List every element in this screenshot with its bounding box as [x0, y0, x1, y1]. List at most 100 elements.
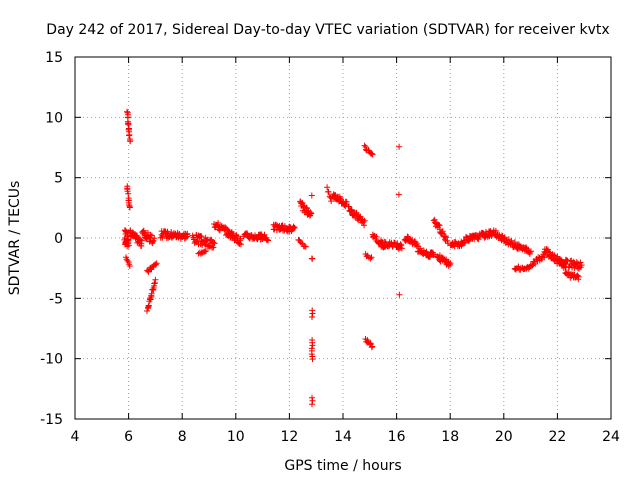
- x-tick-label: 8: [178, 429, 187, 445]
- data-point: [578, 262, 585, 269]
- data-point: [398, 245, 405, 252]
- data-point: [447, 260, 454, 267]
- data-point: [307, 209, 314, 216]
- data-point: [264, 236, 271, 243]
- y-tick-label: -15: [40, 412, 63, 428]
- x-tick-label: 10: [227, 429, 245, 445]
- data-point: [396, 143, 403, 150]
- data-point: [526, 250, 533, 257]
- data-point: [145, 302, 152, 309]
- data-point: [343, 198, 350, 205]
- data-point: [265, 237, 271, 244]
- data-point: [126, 132, 133, 139]
- y-tick-label: 0: [54, 231, 63, 247]
- data-point: [501, 234, 508, 241]
- data-point: [230, 230, 237, 237]
- data-point: [308, 255, 315, 262]
- data-point: [207, 243, 214, 250]
- data-point: [430, 252, 437, 259]
- data-point: [435, 221, 442, 228]
- data-point: [395, 191, 402, 198]
- axis-ticks: [74, 56, 612, 420]
- data-point: [561, 260, 568, 267]
- data-point: [210, 244, 217, 251]
- data-point: [369, 151, 376, 158]
- data-point: [148, 290, 155, 297]
- data-point: [574, 272, 581, 279]
- data-point: [153, 260, 160, 267]
- data-point: [309, 401, 315, 408]
- data-point: [443, 234, 449, 241]
- data-point: [140, 227, 147, 234]
- data-point: [124, 257, 131, 264]
- data-point: [324, 184, 331, 191]
- data-point: [328, 198, 335, 205]
- chart-title: Day 242 of 2017, Sidereal Day-to-day VTE…: [46, 22, 609, 38]
- data-point: [395, 246, 402, 253]
- data-point: [361, 217, 368, 224]
- data-point: [360, 219, 367, 226]
- data-point: [461, 239, 468, 246]
- data-point: [373, 233, 380, 240]
- data-point: [367, 255, 374, 262]
- y-tick-label: -5: [49, 291, 63, 307]
- data-point: [261, 231, 268, 238]
- data-point: [405, 234, 412, 241]
- data-point: [144, 308, 150, 314]
- data-point: [515, 263, 522, 270]
- data-point: [479, 230, 486, 237]
- data-point: [203, 248, 209, 254]
- data-point: [126, 203, 133, 210]
- data-point: [124, 188, 131, 195]
- data-point: [237, 241, 244, 248]
- data-point: [397, 241, 404, 248]
- data-point: [126, 263, 133, 269]
- data-point: [309, 356, 316, 363]
- data-point: [566, 263, 573, 270]
- data-point: [535, 254, 542, 261]
- x-axis-label: GPS time / hours: [284, 458, 401, 474]
- data-point: [337, 195, 344, 202]
- data-point: [368, 150, 375, 157]
- data-point: [325, 188, 332, 195]
- data-point: [152, 276, 159, 283]
- data-point: [414, 240, 421, 247]
- data-point: [439, 228, 446, 235]
- data-point: [475, 236, 482, 243]
- data-points: [121, 108, 585, 408]
- data-point: [487, 228, 494, 235]
- x-tick-label: 4: [71, 429, 80, 445]
- data-point: [151, 235, 158, 242]
- data-point: [309, 342, 316, 349]
- data-point: [368, 254, 375, 261]
- data-point: [396, 291, 403, 298]
- x-tick-label: 20: [495, 429, 513, 445]
- data-point: [308, 210, 315, 217]
- data-point: [184, 230, 191, 237]
- data-point: [125, 242, 132, 249]
- x-tick-label: 24: [602, 429, 620, 445]
- y-tick-labels: 15 10 5 0 -5 -10 -15: [40, 50, 63, 428]
- data-point: [528, 248, 534, 255]
- data-point: [124, 108, 130, 115]
- x-tick-label: 6: [124, 429, 133, 445]
- y-axis-label: SDTVAR / TECUs: [7, 181, 23, 296]
- data-point: [127, 137, 134, 144]
- y-tick-label: 10: [45, 110, 63, 126]
- x-tick-label: 22: [548, 429, 566, 445]
- y-tick-label: 15: [45, 50, 63, 66]
- x-tick-label: 18: [441, 429, 459, 445]
- data-point: [381, 238, 388, 245]
- y-tick-label: 5: [54, 171, 63, 187]
- data-point: [346, 203, 352, 210]
- data-point: [302, 243, 309, 250]
- data-point: [404, 233, 411, 240]
- data-point: [308, 192, 315, 199]
- data-point: [369, 343, 376, 350]
- data-point: [291, 224, 298, 231]
- data-point: [138, 237, 145, 244]
- x-tick-labels: 4 6 8 10 12 14 16 18 20 22 24: [71, 429, 620, 445]
- data-point: [309, 314, 315, 320]
- y-tick-label: -10: [40, 352, 63, 368]
- data-point: [575, 273, 582, 280]
